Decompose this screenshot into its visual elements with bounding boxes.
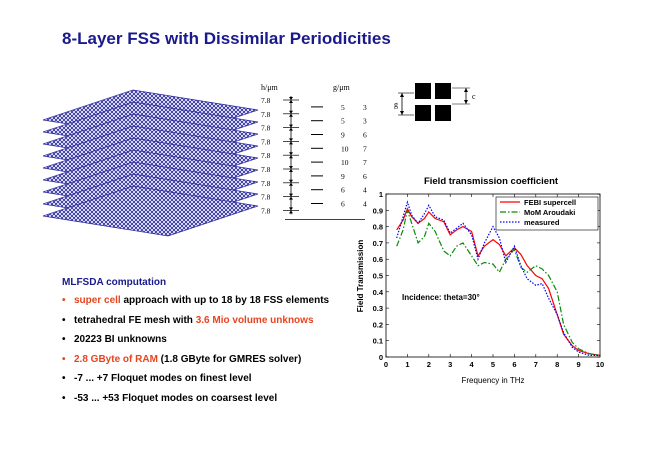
bullet-text: -53 ... +53 Floquet modes on coarsest le… — [74, 392, 278, 404]
y-tick-label: 0.1 — [373, 337, 383, 346]
c-value: 3 — [363, 103, 367, 112]
legend-entry: measured — [524, 218, 560, 227]
fss-stack-illustration — [42, 89, 259, 237]
y-tick-label: 0.3 — [373, 304, 383, 313]
c-value: 3 — [363, 117, 367, 126]
bullet-marker: • — [62, 295, 66, 306]
g-value: 10 — [341, 144, 349, 153]
h-value: 7.8 — [261, 151, 271, 160]
h-value: 7.8 — [261, 137, 271, 146]
series-line — [396, 208, 601, 356]
x-tick-label: 8 — [555, 360, 559, 369]
bullet-marker: • — [62, 334, 66, 345]
transmission-chart: Field transmission coefficient 0 1 2 3 4 5 6 7 8… — [356, 176, 604, 385]
bullet-text: 20223 BI unknowns — [74, 334, 167, 345]
y-tick-label: 0.2 — [373, 320, 383, 329]
mlfsda-bullet-list: • super cell approach with up to 18 by 18… — [62, 294, 329, 411]
g-header: g/μm — [333, 83, 351, 92]
bullet-marker: • — [62, 353, 66, 365]
g-value: 9 — [341, 172, 345, 181]
h-value: 7.8 — [261, 193, 271, 202]
c-value: 6 — [363, 131, 367, 140]
bullet-text: tetrahedral FE mesh with — [74, 314, 196, 326]
chart-annotation: Incidence: theta=30° — [402, 293, 480, 302]
c-value: 7 — [363, 144, 367, 153]
bullet-marker: • — [62, 373, 66, 384]
y-tick-label: 0.5 — [373, 272, 383, 281]
c-value: 7 — [363, 158, 367, 167]
c-value: 4 — [363, 186, 367, 195]
y-tick-label: 0.8 — [373, 223, 383, 232]
bullet-item: • 20223 BI unknowns — [62, 333, 329, 353]
x-tick-label: 3 — [448, 360, 452, 369]
patch-tr — [435, 83, 451, 99]
mlfsda-heading: MLFSDA computation — [62, 277, 167, 288]
x-tick-label: 1 — [405, 360, 409, 369]
bullet-marker: • — [62, 392, 66, 404]
legend-entry: MoM Aroudaki — [524, 208, 575, 217]
bullet-text: (1.8 GByte for GMRES solver) — [157, 353, 302, 365]
g-value: 6 — [341, 200, 345, 209]
bullet-item: • -53 ... +53 Floquet modes on coarsest l… — [62, 392, 329, 412]
y-tick-label: 0.6 — [373, 255, 383, 264]
bullet-text: approach with up to 18 by 18 FSS element… — [120, 295, 330, 306]
y-axis-label: Field Transmission — [356, 240, 365, 313]
h-value: 7.8 — [261, 124, 271, 133]
x-tick-label: 7 — [534, 360, 538, 369]
c-value: 6 — [363, 172, 367, 181]
x-tick-label: 0 — [384, 360, 388, 369]
patch-tl — [415, 83, 431, 99]
g-dimension-label: g — [394, 100, 398, 109]
y-tick-label: 0.9 — [373, 206, 383, 215]
x-tick-label: 6 — [512, 360, 516, 369]
bullet-highlight: 2.8 GByte of RAM — [74, 353, 158, 365]
g-value: 6 — [341, 186, 345, 195]
h-value: 7.8 — [261, 165, 271, 174]
patch-bl — [415, 105, 431, 121]
x-tick-label: 10 — [596, 360, 604, 369]
h-header: h/μm — [261, 83, 279, 92]
x-tick-label: 9 — [577, 360, 581, 369]
y-tick-label: 0.4 — [373, 288, 384, 297]
h-value: 7.8 — [261, 96, 271, 105]
g-value: 10 — [341, 158, 349, 167]
g-value: 5 — [341, 117, 345, 126]
x-tick-label: 2 — [427, 360, 431, 369]
series-line — [396, 200, 600, 356]
c-dimension-label: c — [472, 92, 476, 101]
layer-schematic: h/μm g/μm 7.8 7.8 7.8 7.8 7.8 7.8 7.8 7.8 7.8 5 3 5… — [261, 83, 367, 220]
patch-br — [435, 105, 451, 121]
x-tick-label: 4 — [470, 360, 475, 369]
h-value: 7.8 — [261, 110, 271, 119]
h-value: 7.8 — [261, 206, 271, 215]
bullet-item: • 2.8 GByte of RAM (1.8 GByte for GMRES s… — [62, 353, 329, 373]
g-value: 9 — [341, 131, 345, 140]
slide-title: 8-Layer FSS with Dissimilar Periodicitie… — [62, 29, 391, 48]
bullet-item: • tetrahedral FE mesh with 3.6 Mio volume… — [62, 314, 329, 334]
y-tick-label: 1 — [379, 190, 383, 199]
h-value: 7.8 — [261, 179, 271, 188]
bullet-highlight: 3.6 Mio volume unknows — [195, 314, 314, 326]
legend-entry: FEBI supercell — [524, 198, 576, 207]
c-value: 4 — [363, 200, 367, 209]
chart-title: Field transmission coefficient — [424, 176, 559, 187]
x-tick-label: 5 — [491, 360, 495, 369]
fss-layer — [42, 185, 259, 237]
bullet-item: • -7 ... +7 Floquet modes on finest level — [62, 372, 329, 392]
bullet-text: -7 ... +7 Floquet modes on finest level — [74, 373, 252, 384]
x-axis-label: Frequency in THz — [462, 376, 525, 385]
y-tick-label: 0.7 — [373, 239, 383, 248]
bullet-item: • super cell approach with up to 18 by 18… — [62, 294, 329, 314]
bullet-highlight: super cell — [74, 295, 121, 306]
y-tick-label: 0 — [379, 353, 383, 362]
g-value: 5 — [341, 103, 345, 112]
bullet-marker: • — [62, 314, 66, 326]
unit-cell-sketch: g c — [394, 83, 476, 121]
